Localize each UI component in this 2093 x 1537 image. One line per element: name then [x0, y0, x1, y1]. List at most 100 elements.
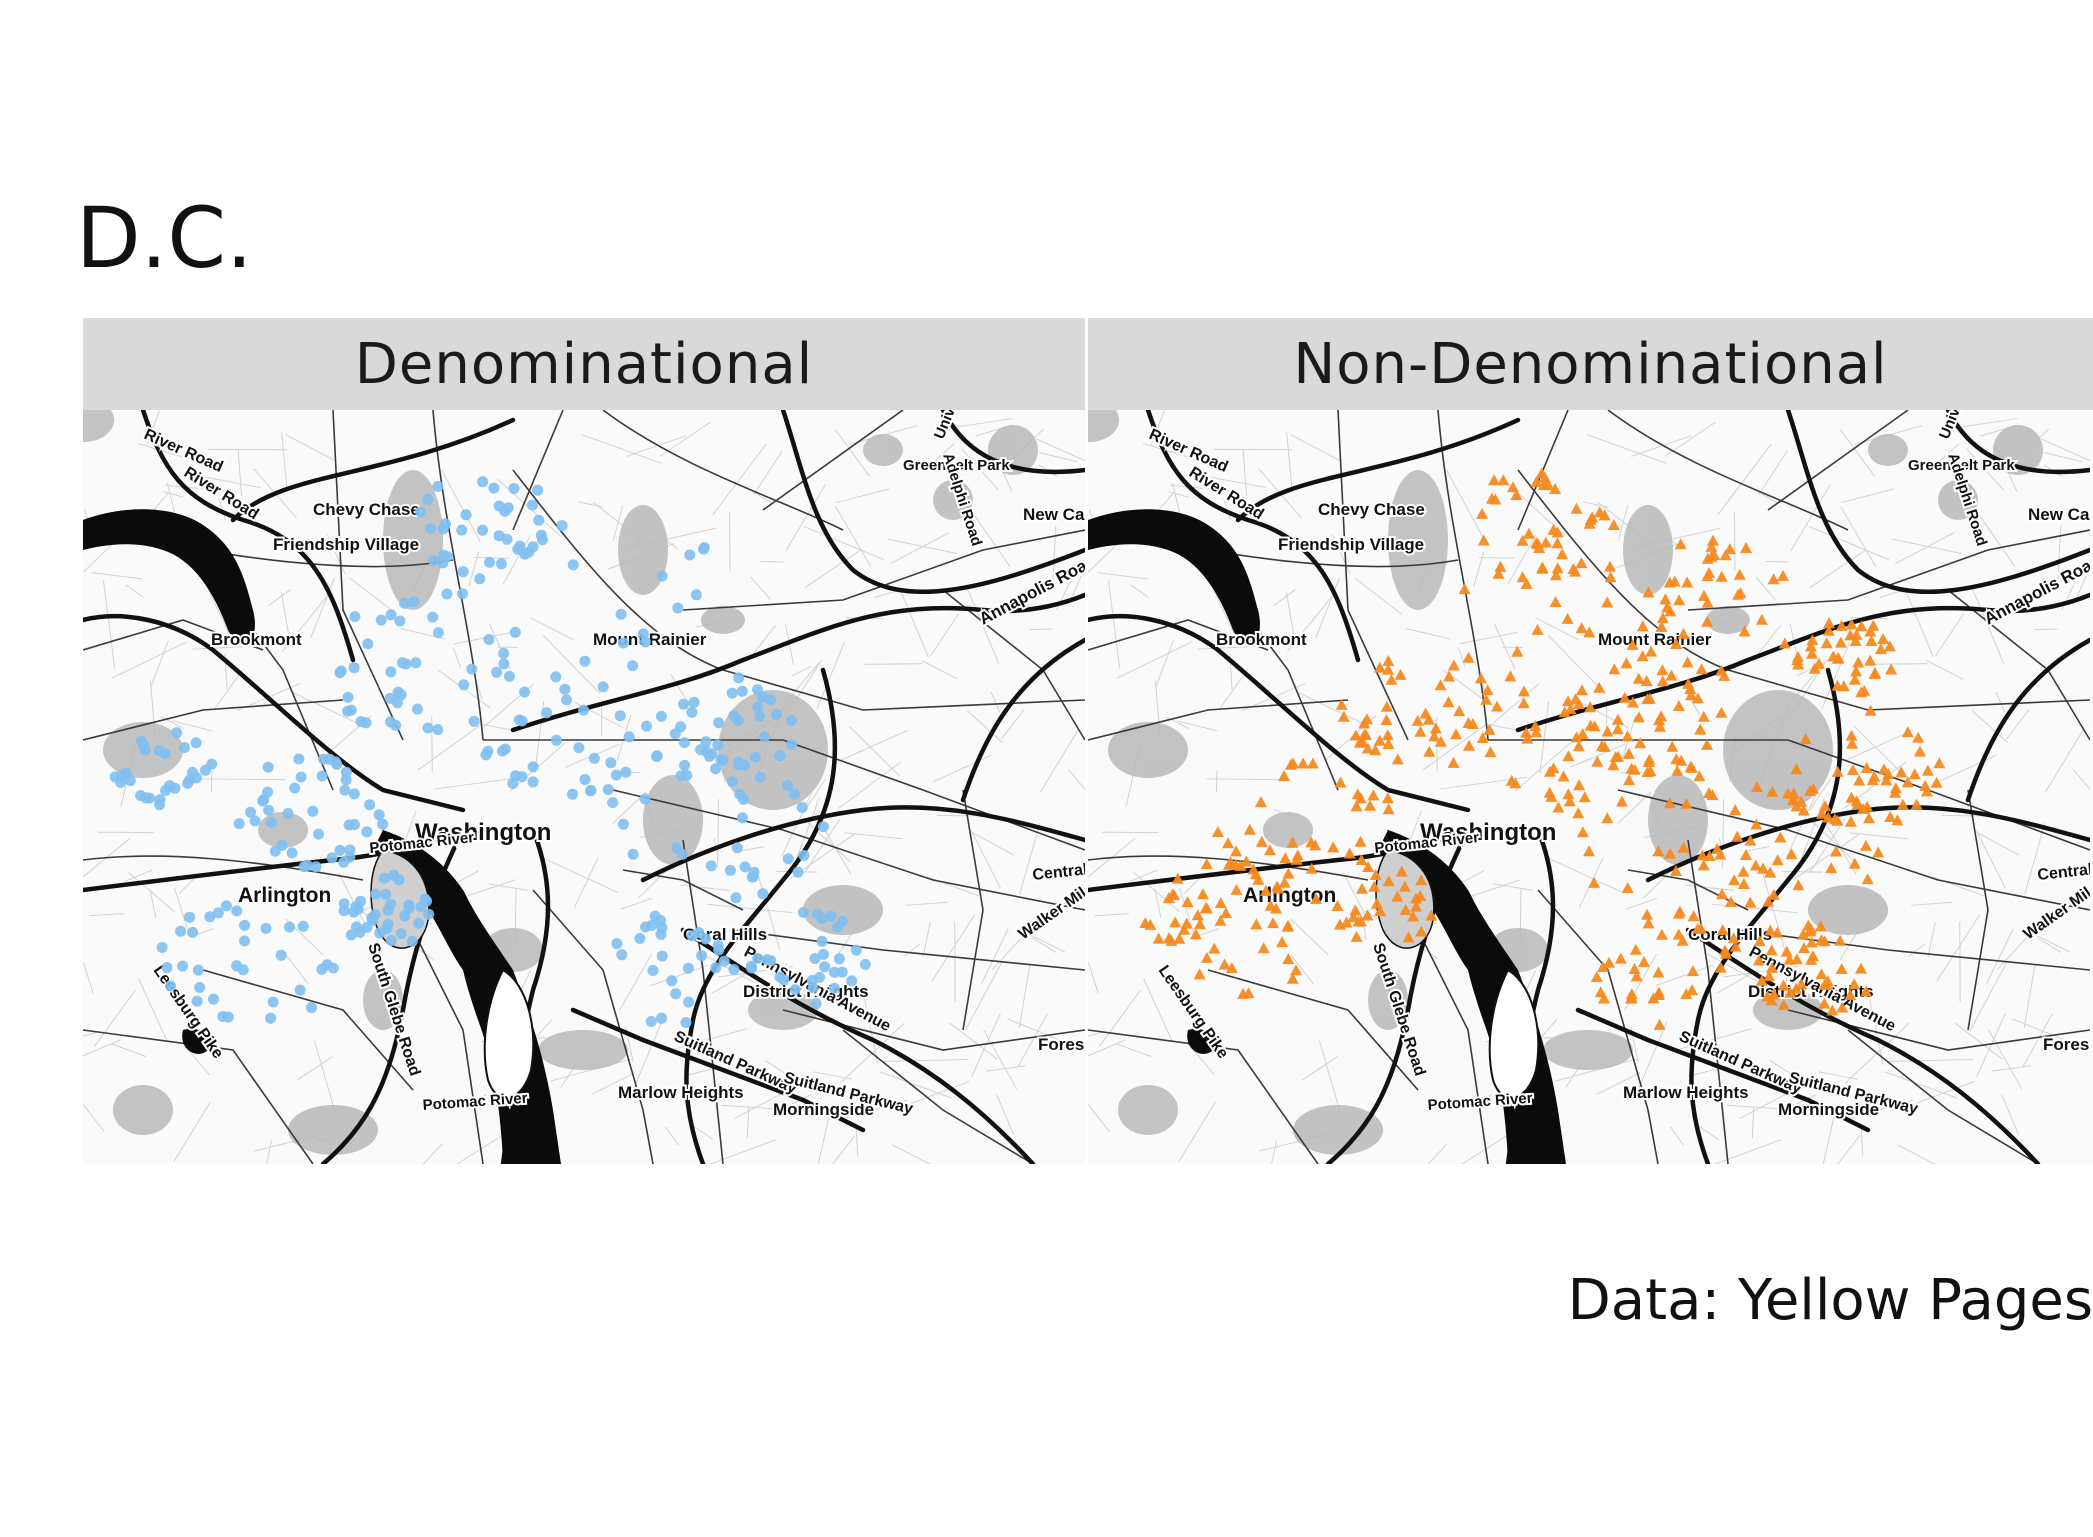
church-point[interactable]: [267, 996, 279, 1008]
church-point[interactable]: [678, 737, 690, 749]
church-point[interactable]: [1889, 786, 1902, 798]
church-point[interactable]: [1806, 634, 1819, 646]
church-point[interactable]: [1844, 989, 1857, 1000]
church-point[interactable]: [1557, 770, 1570, 782]
church-point[interactable]: [1691, 692, 1704, 704]
church-point[interactable]: [788, 788, 800, 800]
church-point[interactable]: [816, 935, 828, 947]
church-point[interactable]: [1670, 638, 1683, 649]
church-point[interactable]: [651, 750, 663, 762]
church-point[interactable]: [1618, 691, 1631, 703]
church-point[interactable]: [1549, 596, 1562, 607]
church-point[interactable]: [508, 483, 520, 494]
church-point[interactable]: [1434, 735, 1447, 747]
church-point[interactable]: [1663, 797, 1676, 809]
church-point[interactable]: [739, 861, 751, 873]
church-point[interactable]: [1575, 622, 1588, 634]
church-point[interactable]: [495, 558, 507, 570]
church-point[interactable]: [460, 509, 472, 521]
church-point[interactable]: [736, 812, 748, 824]
church-point[interactable]: [1598, 992, 1610, 1004]
church-point[interactable]: [1264, 844, 1276, 856]
church-point[interactable]: [1643, 753, 1656, 765]
church-point[interactable]: [1380, 714, 1393, 725]
church-point[interactable]: [1680, 797, 1693, 809]
church-point[interactable]: [705, 860, 717, 872]
church-point[interactable]: [1570, 731, 1583, 743]
church-point[interactable]: [1920, 785, 1933, 797]
church-point[interactable]: [1505, 774, 1518, 786]
church-point[interactable]: [1798, 942, 1811, 954]
church-point[interactable]: [1334, 776, 1347, 788]
church-point[interactable]: [655, 929, 667, 940]
church-point[interactable]: [1208, 942, 1221, 954]
church-point[interactable]: [159, 748, 171, 760]
church-point[interactable]: [1173, 932, 1186, 944]
church-point[interactable]: [1240, 855, 1253, 867]
church-point[interactable]: [1724, 895, 1737, 907]
church-point[interactable]: [1535, 467, 1548, 479]
church-point[interactable]: [1254, 796, 1267, 808]
church-point[interactable]: [1814, 920, 1827, 932]
church-point[interactable]: [550, 671, 562, 683]
church-point[interactable]: [1583, 517, 1596, 529]
church-point[interactable]: [734, 788, 746, 800]
church-point[interactable]: [833, 953, 845, 965]
church-point[interactable]: [1562, 695, 1575, 707]
church-point[interactable]: [597, 681, 609, 693]
church-point[interactable]: [1458, 583, 1471, 595]
church-point[interactable]: [1859, 839, 1872, 851]
church-point[interactable]: [1752, 954, 1765, 966]
church-point[interactable]: [422, 722, 434, 734]
church-point[interactable]: [819, 961, 831, 973]
church-point[interactable]: [1685, 689, 1697, 701]
church-point[interactable]: [1272, 882, 1285, 894]
church-point[interactable]: [1337, 710, 1350, 722]
church-point[interactable]: [1550, 569, 1562, 581]
church-point[interactable]: [510, 770, 521, 782]
church-point[interactable]: [1305, 862, 1318, 874]
church-point[interactable]: [1834, 636, 1847, 648]
church-point[interactable]: [1787, 787, 1800, 799]
church-point[interactable]: [345, 929, 357, 941]
church-point[interactable]: [1447, 756, 1460, 768]
church-point[interactable]: [726, 687, 738, 699]
church-point[interactable]: [294, 984, 306, 996]
church-point[interactable]: [373, 809, 385, 821]
church-point[interactable]: [681, 770, 693, 781]
church-point[interactable]: [1853, 774, 1866, 786]
church-point[interactable]: [1355, 854, 1368, 865]
church-point[interactable]: [316, 770, 328, 782]
church-point[interactable]: [1621, 882, 1634, 893]
church-point[interactable]: [342, 691, 354, 703]
church-point[interactable]: [1734, 587, 1747, 599]
church-point[interactable]: [1556, 548, 1569, 560]
church-point[interactable]: [726, 776, 738, 788]
church-point[interactable]: [343, 819, 355, 831]
church-point[interactable]: [745, 960, 757, 972]
church-point[interactable]: [1795, 978, 1808, 990]
church-point[interactable]: [1200, 902, 1213, 914]
church-point[interactable]: [1642, 917, 1655, 929]
church-point[interactable]: [1520, 726, 1533, 738]
church-point[interactable]: [1593, 506, 1606, 518]
church-point[interactable]: [1603, 956, 1616, 968]
church-point[interactable]: [1711, 842, 1724, 854]
church-point[interactable]: [1878, 763, 1890, 775]
church-point[interactable]: [573, 742, 585, 754]
church-point[interactable]: [1477, 534, 1490, 546]
church-point[interactable]: [1777, 979, 1790, 991]
church-point[interactable]: [1367, 789, 1380, 801]
church-point[interactable]: [718, 955, 730, 967]
church-point[interactable]: [1410, 892, 1422, 904]
church-point[interactable]: [1855, 686, 1868, 698]
church-point[interactable]: [484, 556, 495, 568]
church-point[interactable]: [1804, 922, 1817, 934]
church-point[interactable]: [1831, 679, 1844, 691]
church-point[interactable]: [579, 655, 591, 667]
church-point[interactable]: [115, 776, 127, 788]
church-point[interactable]: [617, 637, 629, 649]
church-point[interactable]: [385, 935, 397, 946]
church-point[interactable]: [1489, 493, 1502, 505]
church-point[interactable]: [165, 980, 176, 992]
